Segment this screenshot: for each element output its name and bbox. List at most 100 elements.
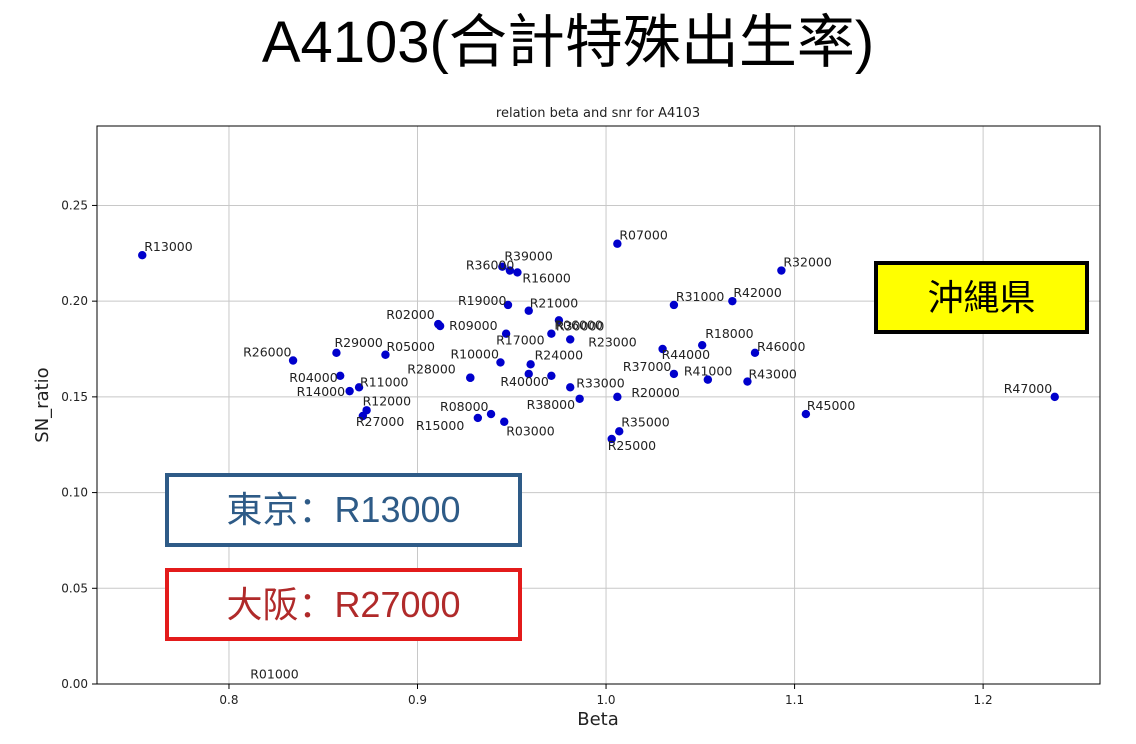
data-point [354, 383, 364, 392]
x-tick-label: 1.1 [785, 693, 804, 707]
point-label: R02000 [386, 307, 434, 322]
point-label: R07000 [619, 228, 667, 243]
point-label: R46000 [757, 339, 805, 354]
point-label: R21000 [530, 296, 578, 311]
y-tick-label: 0.25 [61, 198, 88, 212]
x-tick-label: 1.2 [974, 693, 993, 707]
y-tick-label: 0.15 [61, 390, 88, 404]
data-point [801, 409, 811, 419]
point-label: R41000 [684, 364, 732, 379]
data-point [575, 394, 584, 403]
chart-title: relation beta and snr for A4103 [496, 106, 700, 121]
x-axis-ticks: 0.8 0.9 1.0 1.1 1.2 [219, 684, 993, 707]
data-point [503, 300, 513, 310]
data-point [703, 375, 713, 384]
data-point [658, 344, 667, 354]
data-point [613, 239, 622, 248]
point-label: R30000 [556, 318, 604, 333]
x-tick-label: 0.9 [408, 693, 427, 707]
data-point [435, 321, 445, 331]
y-axis-label: SN_ratio [32, 367, 53, 442]
point-label: R28000 [407, 362, 455, 377]
data-point [473, 413, 483, 423]
point-label: R32000 [783, 255, 831, 270]
data-point [566, 383, 575, 392]
point-label: R27000 [356, 414, 404, 429]
data-point [336, 371, 345, 381]
y-axis-ticks: 0.00 0.05 0.10 0.15 0.20 0.25 [61, 198, 97, 691]
callout-osaka-text: 大阪：R27000 [226, 583, 461, 625]
point-label: R24000 [535, 347, 583, 362]
data-point [505, 266, 515, 275]
data-point [669, 369, 679, 379]
point-label: R13000 [144, 239, 192, 254]
data-point [501, 329, 511, 338]
y-tick-label: 0.10 [61, 486, 88, 500]
slide-title: A4103(合計特殊出生率) [261, 10, 875, 75]
point-label: R08000 [440, 399, 488, 414]
data-point [288, 356, 298, 365]
point-label: R43000 [748, 367, 796, 382]
data-point [615, 427, 624, 436]
x-tick-label: 0.8 [219, 693, 238, 707]
point-label: R36000 [466, 258, 514, 273]
data-point [524, 306, 533, 315]
point-label: R44000 [662, 347, 710, 362]
data-point [547, 371, 556, 381]
data-point [500, 417, 509, 426]
data-point [1050, 392, 1059, 402]
point-label: R12000 [363, 393, 411, 408]
callout-okinawa: 沖縄県 [874, 261, 1089, 334]
point-label: R38000 [527, 397, 575, 412]
plot-area-frame [96, 125, 1101, 685]
data-point [332, 348, 341, 358]
data-point [728, 296, 737, 306]
data-point [697, 340, 707, 350]
callout-tokyo: 東京：R13000 [165, 473, 522, 547]
data-point [777, 266, 786, 275]
data-points [138, 239, 1059, 444]
point-label: R20000 [631, 385, 679, 400]
point-label: R04000 [289, 370, 337, 385]
data-point [554, 316, 564, 325]
callout-okinawa-text: 沖縄県 [927, 276, 1036, 318]
data-point [526, 360, 535, 369]
data-point [498, 262, 507, 271]
data-point [466, 373, 475, 382]
data-point [138, 251, 147, 260]
point-label: R37000 [623, 359, 671, 374]
point-label: R47000 [1004, 381, 1052, 396]
data-point [345, 386, 354, 396]
point-label: R23000 [588, 334, 636, 349]
point-label: R26000 [243, 344, 291, 359]
callout-tokyo-text: 東京：R13000 [226, 489, 461, 530]
point-label: R11000 [360, 374, 408, 389]
data-point [524, 369, 533, 379]
callout-osaka: 大阪：R27000 [165, 568, 522, 641]
y-tick-label: 0.00 [61, 677, 88, 691]
data-point [566, 335, 575, 344]
point-label: R39000 [504, 249, 552, 264]
data-point [496, 358, 505, 367]
point-label: R31000 [676, 289, 724, 304]
point-label: R40000 [500, 374, 548, 389]
data-point [607, 434, 616, 444]
point-label: R14000 [297, 384, 345, 399]
point-label: R18000 [705, 326, 753, 341]
point-label: R09000 [449, 318, 497, 333]
data-point [669, 300, 679, 310]
point-label: R19000 [458, 293, 506, 308]
point-label: R45000 [807, 398, 855, 413]
data-point [381, 350, 390, 359]
data-point [743, 377, 752, 386]
y-tick-label: 0.20 [61, 294, 88, 308]
data-point [486, 409, 496, 419]
point-label: R16000 [522, 270, 570, 285]
data-point [358, 411, 368, 421]
point-label: R06000 [554, 318, 602, 333]
point-label: R01000 [250, 666, 298, 681]
point-label: R29000 [334, 335, 382, 350]
point-label: R17000 [496, 333, 544, 348]
